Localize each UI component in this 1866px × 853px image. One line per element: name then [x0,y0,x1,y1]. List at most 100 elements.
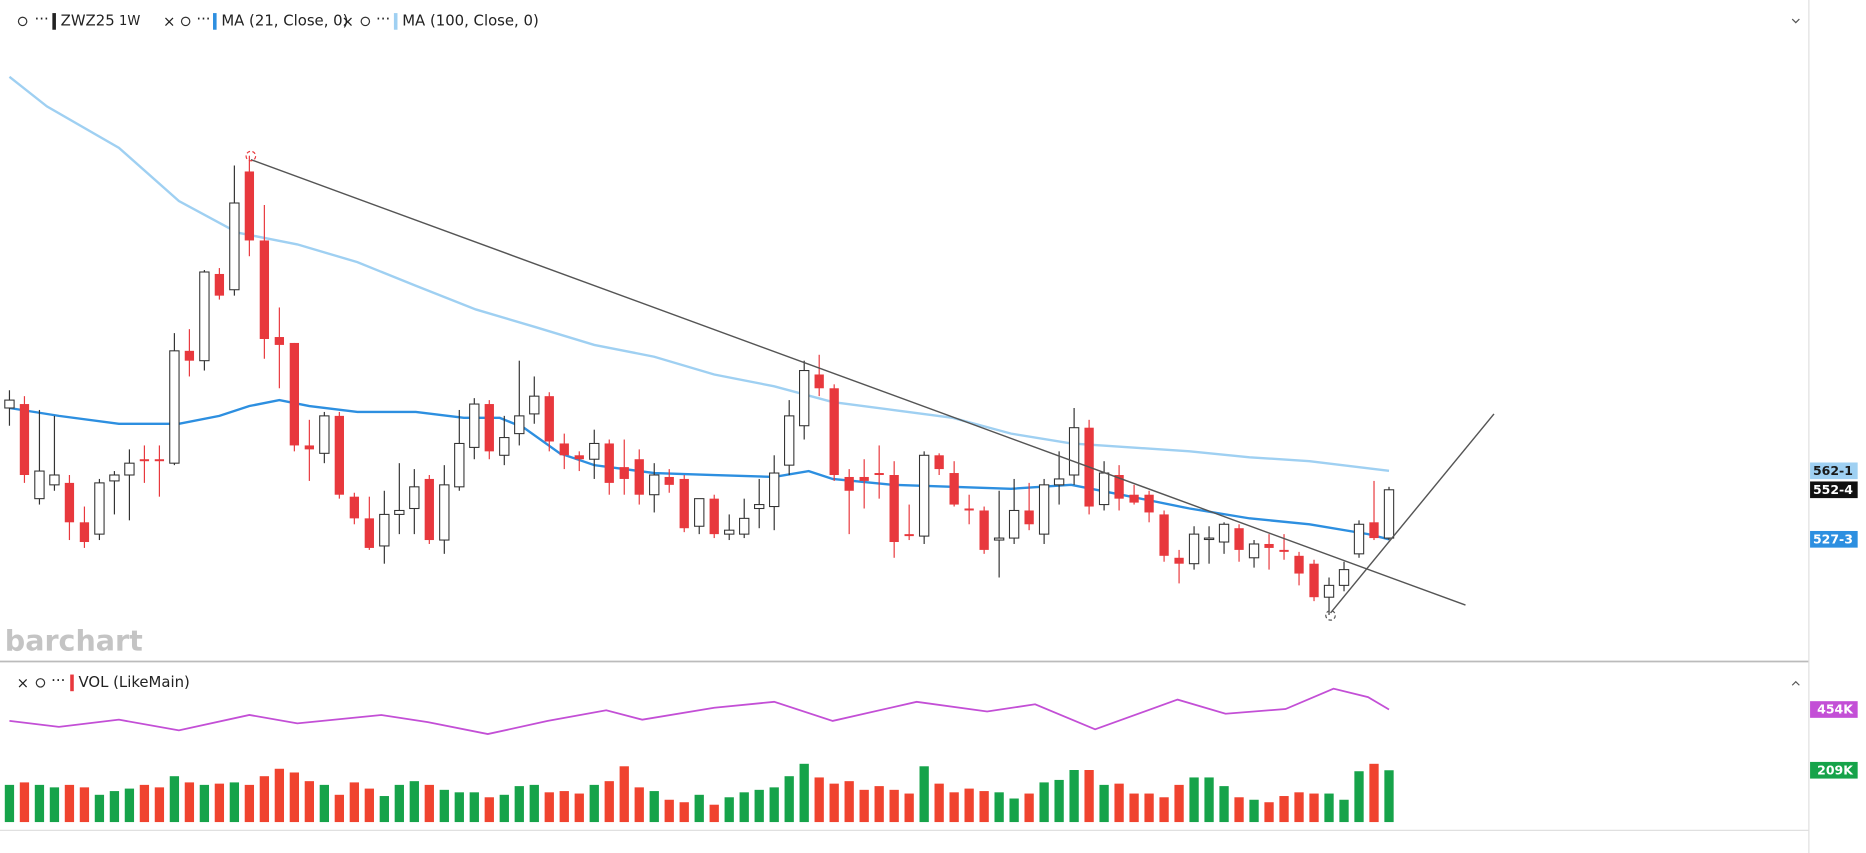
volume-bar [439,789,449,823]
symbol-swatch [52,13,56,30]
candle-body [4,399,15,409]
candle-body [739,517,750,535]
close-icon[interactable]: × [17,674,29,692]
volume-bar [589,784,599,823]
trendline-anchor [245,150,257,162]
volume-bar [139,784,150,823]
candle-body [454,442,465,488]
volume-bar [319,784,329,823]
candle-body [1338,569,1350,586]
volume-legend-label: VOL (LikeMain) [79,673,190,691]
volume-bar [649,791,659,823]
menu-dots[interactable]: ··· [35,10,49,28]
volume-bar [829,783,839,823]
candle-body [619,467,629,479]
ma100-line [8,75,1390,472]
candle-body [724,529,735,535]
volume-swatch [70,674,74,692]
eye-icon[interactable] [360,16,371,27]
candle-body [1129,494,1139,503]
candle-body [439,484,450,541]
eye-icon[interactable] [180,16,191,27]
candle-body [229,202,240,291]
volume-bar [124,788,135,823]
menu-dots[interactable]: ··· [196,10,210,28]
volume-bar [64,784,75,823]
eye-icon[interactable] [17,16,28,27]
volume-bar [304,781,315,823]
candle-body [394,509,405,515]
ma21-badge: 527-3 [1813,531,1853,546]
volume-ma-line [9,687,1390,735]
trendline [1329,413,1495,614]
volume-bar [349,782,359,823]
volume-bar [1189,777,1199,823]
close-icon[interactable]: × [163,13,175,31]
trendline-anchor [1325,609,1336,621]
candle-body [1038,484,1050,535]
volume-bar [544,792,554,823]
candle-body [514,415,525,435]
volume-bar [154,787,165,823]
candle-body [544,396,554,442]
ma100-legend: MA (100, Close, 0) [402,11,539,29]
volume-bar [4,784,15,823]
collapse-icon[interactable] [1791,18,1800,24]
trendline [250,158,1466,606]
volume-bar [679,802,689,823]
candle-body [1144,494,1154,513]
candle-body [589,442,600,460]
interval: 1W [119,14,140,29]
candle-body [918,454,930,537]
volume-bar [799,763,809,823]
candle-body [993,537,1005,541]
candle-body [79,522,90,543]
candle-body [64,482,75,523]
candle-body [859,476,869,481]
candle-body [1068,427,1080,476]
candle-body [154,459,165,462]
volume-bar [814,777,824,823]
menu-dots[interactable]: ··· [51,672,65,690]
candle-body [604,443,614,483]
candle-body [1174,557,1184,564]
volume-bar [844,781,854,823]
candle-body [769,472,780,508]
volume-bar [1069,770,1079,823]
candle-body [409,486,420,510]
volume-bar [1354,771,1364,823]
candle-body [1294,555,1304,574]
candle-body [34,470,45,500]
volume-bar [1384,770,1394,823]
volume-bar [1174,784,1184,823]
candle-body [1098,472,1110,506]
candle-body [139,459,150,462]
candle-body [1188,533,1200,565]
labels-layer: 562-1 552-4 527-3 454K 209K [1810,462,1858,779]
candle-body [664,476,674,485]
ma100-swatch [393,13,398,30]
candle-body [1159,514,1169,556]
volume-bar [364,788,374,823]
volume-bar [259,776,270,823]
candle-body [199,271,210,362]
candle-body [1234,528,1244,550]
volume-bar [529,784,539,823]
volume-bar [79,787,90,823]
candle-body [349,496,359,519]
volume-bar [484,797,494,823]
volume-bar [1324,793,1334,823]
volume-bar [904,793,914,823]
eye-icon[interactable] [35,678,46,688]
volume-bar [1024,793,1034,823]
volume-bar [769,787,779,823]
volume-bar [34,784,45,823]
candle-body [559,443,569,456]
volume-bar [1114,783,1124,823]
volume-bar [109,791,120,823]
menu-dots[interactable]: ··· [376,10,390,28]
candle-body [814,374,824,389]
close-icon[interactable]: × [342,13,354,31]
collapse-icon[interactable] [1791,680,1800,686]
